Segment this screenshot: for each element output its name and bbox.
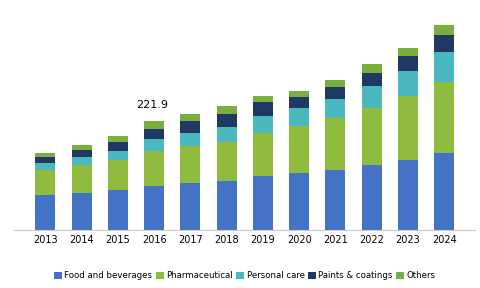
Bar — [325, 99, 346, 118]
Bar — [253, 133, 273, 176]
Bar — [180, 114, 200, 122]
Bar — [216, 181, 237, 230]
Bar — [325, 87, 346, 99]
Bar — [144, 122, 164, 129]
Bar — [434, 35, 454, 52]
Bar — [289, 108, 309, 126]
Bar — [253, 102, 273, 116]
Bar — [362, 64, 382, 73]
Bar — [216, 107, 237, 114]
Bar — [36, 170, 55, 194]
Bar — [434, 154, 454, 230]
Bar — [36, 194, 55, 230]
Bar — [253, 176, 273, 230]
Bar — [108, 142, 128, 151]
Bar — [289, 97, 309, 108]
Bar — [434, 82, 454, 154]
Text: 221.9: 221.9 — [136, 100, 168, 110]
Bar — [180, 146, 200, 183]
Bar — [362, 73, 382, 86]
Bar — [180, 133, 200, 146]
Bar — [289, 126, 309, 173]
Bar — [289, 91, 309, 97]
Bar — [36, 157, 55, 163]
Bar — [144, 139, 164, 151]
Bar — [398, 48, 418, 56]
Bar — [325, 118, 346, 170]
Bar — [325, 80, 346, 87]
Bar — [108, 151, 128, 160]
Bar — [36, 153, 55, 157]
Bar — [216, 114, 237, 127]
Bar — [144, 151, 164, 186]
Bar — [216, 142, 237, 181]
Bar — [108, 160, 128, 190]
Bar — [398, 56, 418, 71]
Bar — [180, 122, 200, 133]
Bar — [253, 96, 273, 102]
Bar — [108, 137, 128, 142]
Bar — [325, 170, 346, 230]
Bar — [36, 163, 55, 170]
Bar — [362, 108, 382, 165]
Bar — [289, 173, 309, 230]
Bar — [144, 186, 164, 230]
Bar — [180, 183, 200, 230]
Bar — [253, 116, 273, 133]
Bar — [398, 96, 418, 160]
Bar — [72, 193, 92, 230]
Legend: Food and beverages, Pharmaceutical, Personal care, Paints & coatings, Others: Food and beverages, Pharmaceutical, Pers… — [50, 268, 439, 284]
Bar — [398, 160, 418, 230]
Bar — [144, 129, 164, 139]
Bar — [362, 165, 382, 230]
Bar — [72, 157, 92, 165]
Bar — [72, 165, 92, 193]
Bar — [362, 86, 382, 108]
Bar — [434, 52, 454, 82]
Bar — [108, 190, 128, 230]
Bar — [216, 127, 237, 142]
Bar — [434, 25, 454, 35]
Bar — [72, 150, 92, 157]
Bar — [398, 71, 418, 96]
Bar — [72, 145, 92, 150]
